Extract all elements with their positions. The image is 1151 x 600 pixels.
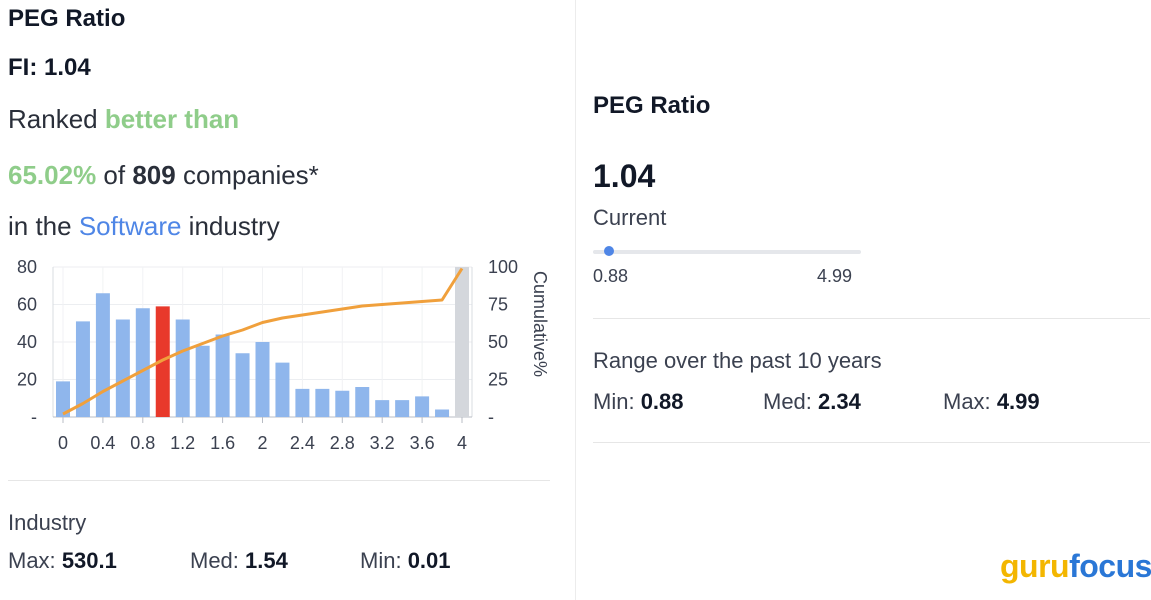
- industry-label: Industry: [8, 510, 87, 535]
- panel-divider: [575, 0, 576, 600]
- industry-max-value: 530.1: [61, 548, 117, 573]
- peg-distribution-chart: - 20 40 60 80 - 25 50 75 100 0 0.4 0.8 1.2 1.6 2 2.4 2.…: [17, 257, 550, 453]
- industry-min: Min: 0.01: [360, 548, 451, 574]
- bar: [415, 396, 430, 417]
- y-tick-label: 60: [17, 295, 37, 315]
- industry-med: Med: 1.54: [190, 548, 288, 574]
- range-max-stat-label: Max:: [943, 389, 991, 414]
- rank-prefix: Ranked: [8, 104, 105, 134]
- x-tick-label: 2: [257, 433, 267, 453]
- range-caption: Range over the past 10 years: [593, 348, 882, 373]
- x-tick-label: 3.2: [370, 433, 395, 453]
- bar: [56, 381, 70, 417]
- y-tick-label: 20: [17, 370, 37, 390]
- range-min-stat-label: Min:: [593, 389, 635, 414]
- bar: [195, 345, 210, 417]
- rank-highlight: better than: [104, 104, 240, 134]
- range-max-stat-value: 4.99: [996, 389, 1040, 414]
- logo-focus: focus: [1069, 548, 1151, 584]
- x-tick-label: 1.2: [170, 433, 195, 453]
- industry-word: industry: [181, 211, 280, 241]
- percent-line: 65.02% of 809 companies*: [8, 160, 319, 191]
- industry-max: Max: 530.1: [8, 548, 117, 574]
- logo-guru: guru: [1000, 548, 1070, 584]
- bar: [435, 409, 450, 417]
- industry-link[interactable]: Software: [78, 211, 182, 241]
- y2-tick-label: 75: [488, 295, 508, 315]
- y2-tick-label: 100: [488, 257, 518, 277]
- x-tick-label: 0.8: [130, 433, 155, 453]
- bar: [395, 400, 410, 417]
- bar: [455, 267, 469, 417]
- of-text: of: [96, 160, 133, 190]
- x-tick-label: 1.6: [210, 433, 235, 453]
- bar: [115, 319, 130, 417]
- bar: [335, 390, 350, 417]
- industry-min-value: 0.01: [407, 548, 451, 573]
- industry-line: in the Software industry: [8, 211, 280, 242]
- range-slider-track: [593, 250, 861, 254]
- y2-tick-label: 50: [488, 332, 508, 352]
- bar: [175, 319, 190, 417]
- bar: [75, 321, 90, 417]
- bar: [95, 293, 110, 417]
- bar: [135, 308, 150, 417]
- cumulative-line: [62, 267, 464, 416]
- ticker-value: FI: 1.04: [8, 54, 91, 81]
- bar: [215, 334, 230, 417]
- bar: [375, 400, 390, 417]
- right-divider-2: [593, 442, 1150, 443]
- bar: [295, 388, 310, 417]
- companies-text: companies*: [175, 160, 319, 190]
- in-the-text: in the: [8, 211, 79, 241]
- company-count: 809: [132, 160, 176, 190]
- right-panel-title: PEG Ratio: [593, 92, 711, 119]
- range-slider-marker: [604, 246, 614, 256]
- range-max-label: 4.99: [817, 266, 853, 286]
- bar: [315, 388, 330, 417]
- x-tick-label: 0: [58, 433, 68, 453]
- divider: [8, 480, 550, 481]
- range-med-stat-label: Med:: [763, 389, 812, 414]
- current-label: Current: [593, 205, 667, 230]
- gurufocus-logo: gurufocus: [1000, 548, 1151, 585]
- right-divider-1: [593, 318, 1150, 319]
- range-min: Min: 0.88: [593, 389, 684, 415]
- y-tick-label: -: [31, 407, 37, 427]
- range-med-stat-value: 2.34: [818, 389, 861, 414]
- x-tick-label: 3.6: [410, 433, 435, 453]
- y2-tick-label: -: [488, 407, 494, 427]
- industry-max-label: Max:: [8, 548, 56, 573]
- bar: [235, 353, 250, 417]
- rank-percent: 65.02%: [8, 160, 97, 190]
- current-value: 1.04: [593, 158, 656, 194]
- y2-axis-label: Cumulative%: [530, 271, 550, 377]
- x-tick-label: 2.4: [290, 433, 315, 453]
- industry-med-value: 1.54: [245, 548, 288, 573]
- range-min-label: 0.88: [593, 266, 629, 286]
- range-med: Med: 2.34: [763, 389, 861, 415]
- y2-tick-label: 25: [488, 370, 508, 390]
- bar: [255, 342, 270, 417]
- bar: [275, 362, 290, 417]
- y-tick-label: 40: [17, 332, 37, 352]
- x-tick-label: 0.4: [90, 433, 115, 453]
- industry-min-label: Min:: [360, 548, 402, 573]
- industry-med-label: Med:: [190, 548, 239, 573]
- x-tick-label: 2.8: [330, 433, 355, 453]
- range-min-stat-value: 0.88: [640, 389, 684, 414]
- bar: [355, 387, 370, 417]
- y-tick-label: 80: [17, 257, 37, 277]
- x-tick-label: 4: [457, 433, 467, 453]
- range-max: Max: 4.99: [943, 389, 1040, 415]
- panel-title: PEG Ratio: [8, 5, 126, 32]
- rank-line: Ranked better than: [8, 104, 239, 135]
